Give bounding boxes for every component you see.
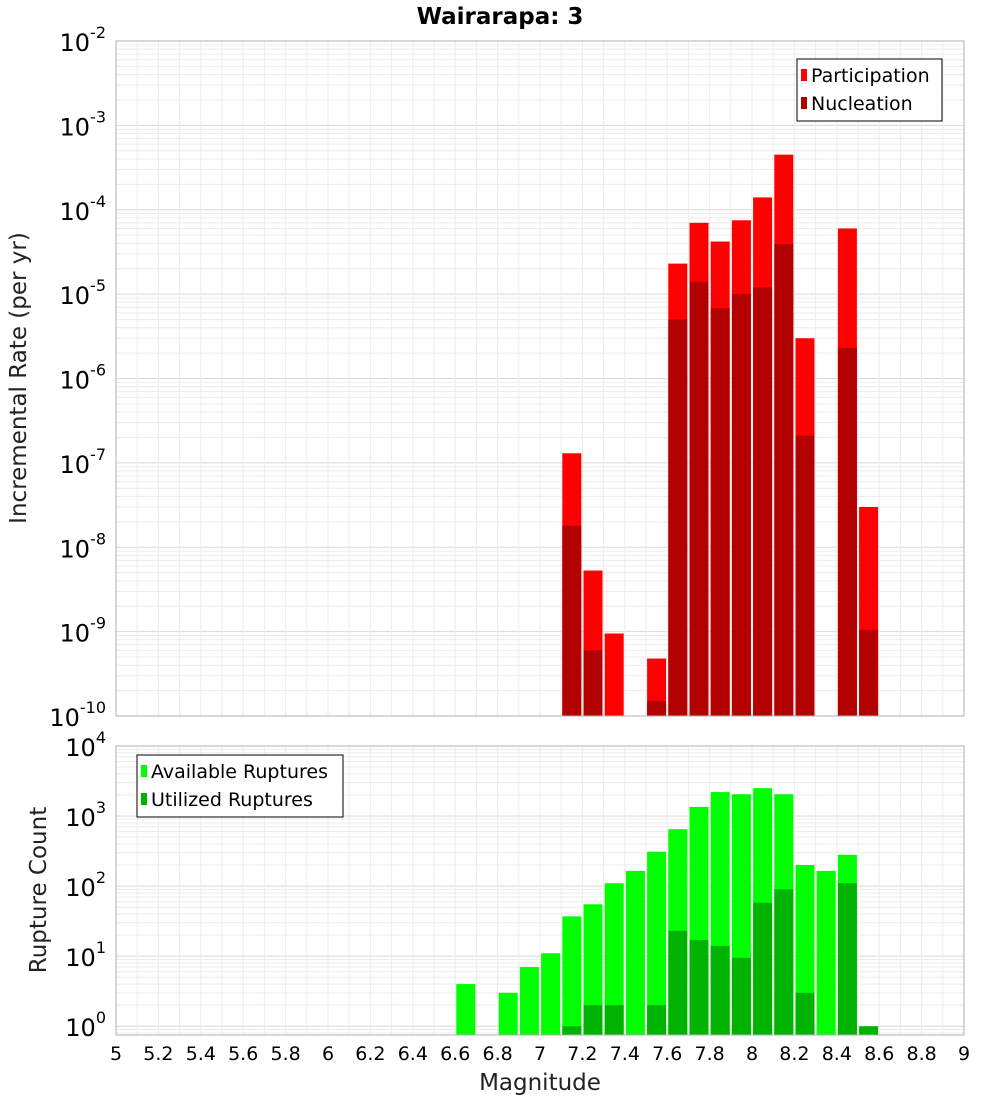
x-tick-label: 7.4 bbox=[610, 1043, 640, 1065]
top-bar-primary bbox=[604, 633, 624, 716]
bottom-bar-secondary bbox=[859, 1026, 879, 1035]
bottom-bar-primary bbox=[625, 870, 645, 1035]
bottom-bar-primary bbox=[562, 916, 582, 1035]
x-tick-label: 7.6 bbox=[652, 1043, 682, 1065]
top-panel: 10-10 10-9 10-8 10-7 10-6 10-5 10-4 10-3 10-2 Par… bbox=[49, 23, 965, 732]
x-tick-label: 8.4 bbox=[822, 1043, 852, 1065]
bottom-legend: Available Ruptures Utilized Ruptures bbox=[136, 754, 344, 818]
top-bar-secondary bbox=[583, 650, 603, 716]
bottom-bar-primary bbox=[604, 883, 624, 1035]
bottom-series-1 bbox=[562, 883, 879, 1035]
x-tick-label: 5 bbox=[110, 1043, 122, 1065]
bottom-bar-secondary bbox=[753, 902, 773, 1035]
bottom-plot-border bbox=[115, 745, 965, 1036]
y-tick-label: 10-7 bbox=[60, 445, 107, 479]
top-plot-border bbox=[115, 40, 965, 717]
top-series-1 bbox=[562, 244, 879, 717]
y-tick-label: 10-9 bbox=[60, 614, 107, 648]
bottom-y-axis-label: Rupture Count bbox=[26, 807, 52, 973]
y-tick-label: 10-8 bbox=[60, 529, 107, 563]
top-bar-secondary bbox=[562, 525, 582, 716]
top-bar-secondary bbox=[731, 294, 751, 716]
x-tick-label: 6 bbox=[322, 1043, 334, 1065]
y-tick-label: 103 bbox=[65, 798, 106, 832]
bottom-bar-primary bbox=[583, 904, 603, 1035]
x-tick-label: 6.4 bbox=[398, 1043, 428, 1065]
top-bar-secondary bbox=[710, 308, 730, 716]
chart-title: Wairarapa: 3 bbox=[417, 4, 584, 30]
bottom-bar-primary bbox=[541, 953, 561, 1035]
bottom-bar-primary bbox=[795, 865, 815, 1035]
legend-label: Participation bbox=[811, 65, 930, 87]
x-tick-label: 7 bbox=[534, 1043, 546, 1065]
x-tick-label: 7.8 bbox=[694, 1043, 724, 1065]
top-bar-secondary bbox=[689, 281, 709, 716]
x-tick-label: 8.6 bbox=[864, 1043, 894, 1065]
x-tick-label: 5.2 bbox=[143, 1043, 173, 1065]
top-bar-secondary bbox=[753, 287, 773, 716]
top-bar-secondary bbox=[647, 701, 667, 716]
legend-label: Nucleation bbox=[811, 93, 913, 115]
bottom-bar-primary bbox=[456, 984, 476, 1035]
bottom-bar-secondary bbox=[795, 992, 815, 1035]
bottom-bar-secondary bbox=[647, 1005, 667, 1035]
bottom-bar-secondary bbox=[774, 889, 794, 1035]
bottom-panel: 100 101 102 103 104 Available Ruptures Utilize… bbox=[65, 728, 970, 1065]
bottom-bar-secondary bbox=[689, 940, 709, 1035]
top-bar-secondary bbox=[795, 435, 815, 716]
y-tick-label: 10-4 bbox=[60, 192, 107, 226]
bottom-bar-secondary bbox=[731, 957, 751, 1035]
legend-box bbox=[796, 58, 943, 122]
top-legend: Participation Nucleation bbox=[796, 58, 943, 122]
legend-label: Available Ruptures bbox=[151, 761, 328, 783]
legend-swatch bbox=[801, 69, 807, 81]
x-tick-label: 5.6 bbox=[228, 1043, 258, 1065]
x-tick-label: 9 bbox=[958, 1043, 970, 1065]
top-bar-secondary bbox=[668, 319, 688, 716]
legend-box bbox=[136, 754, 344, 818]
legend-swatch bbox=[801, 97, 807, 109]
legend-label: Utilized Ruptures bbox=[151, 789, 313, 811]
bottom-bar-primary bbox=[498, 992, 518, 1035]
x-tick-label: 8.8 bbox=[906, 1043, 936, 1065]
x-tick-label: 6.2 bbox=[355, 1043, 385, 1065]
bottom-bar-primary bbox=[816, 870, 836, 1035]
bottom-bar-secondary bbox=[710, 945, 730, 1035]
y-tick-label: 10-10 bbox=[49, 698, 106, 732]
x-axis-label: Magnitude bbox=[479, 1070, 601, 1096]
top-gridlines bbox=[115, 41, 965, 717]
bottom-bar-secondary bbox=[837, 883, 857, 1035]
y-tick-label: 10-6 bbox=[60, 361, 107, 395]
bottom-bar-primary bbox=[519, 967, 539, 1035]
x-tick-label: 5.8 bbox=[270, 1043, 300, 1065]
x-tick-label: 6.8 bbox=[482, 1043, 512, 1065]
y-tick-label: 10-2 bbox=[60, 23, 107, 57]
legend-swatch bbox=[141, 793, 147, 805]
y-tick-label: 10-5 bbox=[60, 276, 107, 310]
x-tick-label: 6.6 bbox=[440, 1043, 470, 1065]
x-tick-label: 7.2 bbox=[567, 1043, 597, 1065]
x-tick-label: 5.4 bbox=[186, 1043, 216, 1065]
top-bar-secondary bbox=[859, 629, 879, 716]
legend-swatch bbox=[141, 765, 147, 777]
bottom-bar-secondary bbox=[583, 1005, 603, 1035]
top-y-axis-label: Incremental Rate (per yr) bbox=[6, 232, 32, 524]
top-bar-secondary bbox=[774, 244, 794, 717]
x-tick-label: 8 bbox=[746, 1043, 758, 1065]
y-tick-label: 102 bbox=[65, 868, 106, 902]
y-tick-label: 10-3 bbox=[60, 107, 107, 141]
y-tick-label: 101 bbox=[65, 938, 106, 972]
y-tick-label: 104 bbox=[65, 728, 106, 762]
x-tick-label: 8.2 bbox=[779, 1043, 809, 1065]
bottom-bar-secondary bbox=[604, 1005, 624, 1035]
bottom-bar-primary bbox=[647, 851, 667, 1035]
bottom-bar-secondary bbox=[562, 1026, 582, 1035]
bottom-bar-secondary bbox=[668, 930, 688, 1035]
top-bar-secondary bbox=[837, 347, 857, 716]
y-tick-label: 100 bbox=[65, 1008, 106, 1042]
